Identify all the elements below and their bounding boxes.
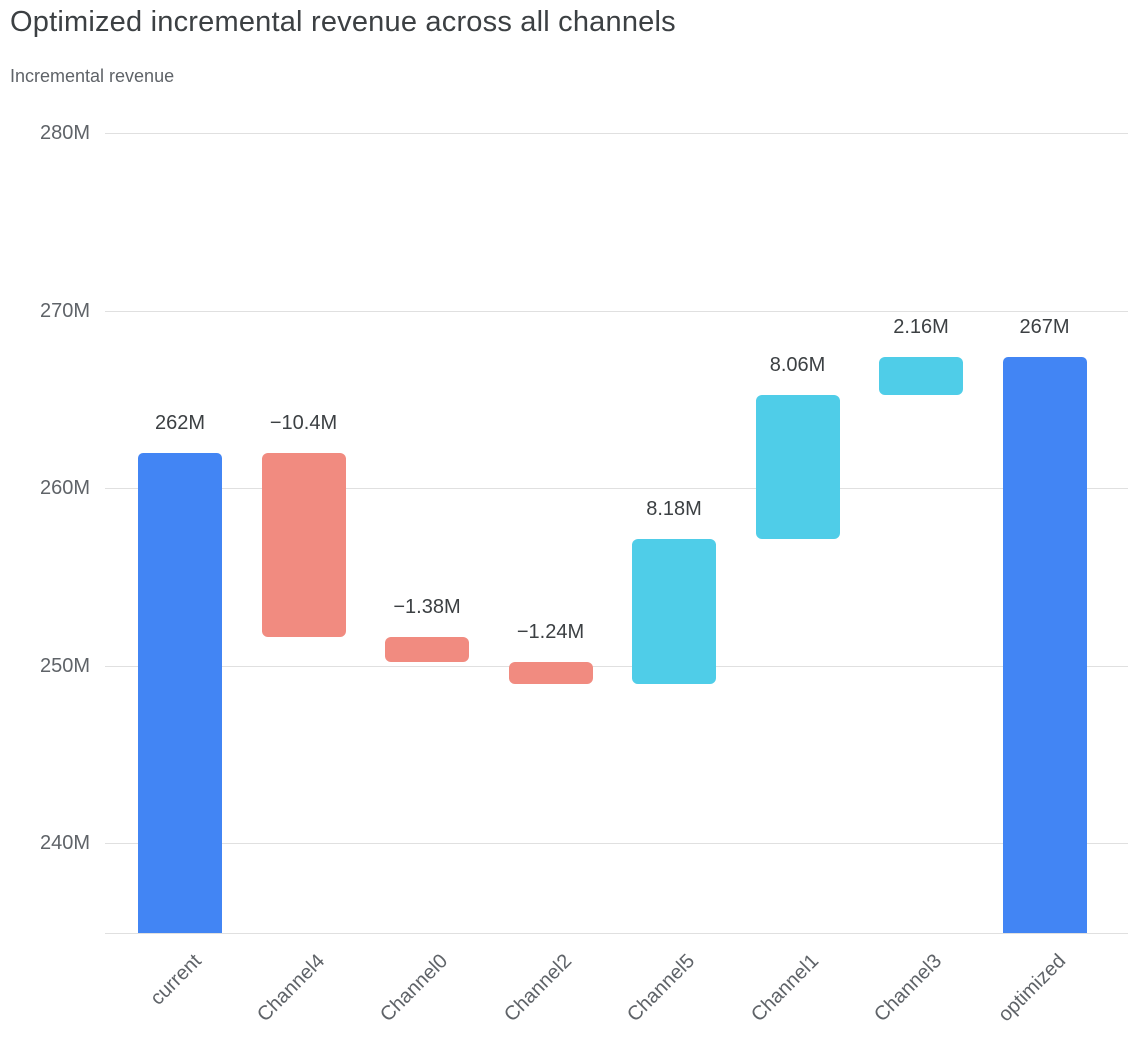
bar-value-label: 2.16M (893, 316, 949, 339)
bar-current[interactable] (138, 452, 222, 933)
gridline-260M (105, 488, 1128, 490)
x-category-label: Channel4 (252, 950, 330, 1027)
bar-value-label: −1.24M (516, 620, 585, 643)
bar-Channel3[interactable] (879, 357, 963, 396)
bar-Channel5[interactable] (632, 538, 716, 684)
y-tick-label: 260M (39, 477, 90, 500)
bar-Channel4[interactable] (261, 452, 346, 638)
y-tick-label: 280M (39, 122, 90, 144)
gridline-270M (105, 310, 1128, 312)
gridline-280M (105, 133, 1128, 134)
bar-optimized[interactable] (1002, 357, 1087, 933)
bar-value-label: 8.18M (646, 497, 702, 520)
x-category-label: Channel5 (623, 950, 700, 1027)
x-category-label: optimized (993, 950, 1071, 1027)
bar-Channel1[interactable] (755, 395, 840, 539)
x-category-label: Channel3 (870, 950, 947, 1027)
x-category-label: Channel1 (746, 950, 824, 1027)
bar-Channel2[interactable] (508, 661, 593, 684)
gridline-250M (105, 665, 1128, 667)
bar-value-label: 8.06M (769, 354, 826, 377)
x-category-label: Channel2 (499, 950, 577, 1027)
bar-Channel0[interactable] (385, 637, 469, 662)
x-category-label: current (145, 950, 206, 1010)
y-tick-label: 240M (39, 832, 90, 855)
y-tick-label: 250M (39, 654, 90, 677)
x-category-label: Channel0 (376, 950, 453, 1027)
y-tick-label: 270M (39, 299, 90, 322)
bar-value-label: −10.4M (269, 411, 338, 434)
bar-value-label: 267M (1019, 316, 1070, 339)
bar-value-label: 262M (154, 411, 206, 434)
x-axis-line (105, 933, 1128, 934)
gridline-240M (105, 843, 1128, 845)
y-axis-title: Incremental revenue (10, 66, 175, 86)
chart-title: Optimized incremental revenue across all… (10, 6, 676, 38)
bar-value-label: −1.38M (393, 596, 461, 619)
